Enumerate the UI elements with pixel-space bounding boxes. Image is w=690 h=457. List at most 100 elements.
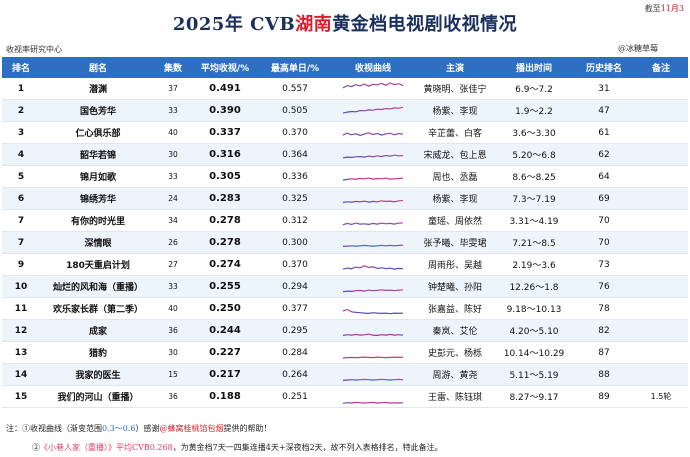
peak-rating-cell: 0.370 bbox=[260, 253, 330, 276]
sparkline-series bbox=[342, 288, 404, 292]
rating-curve bbox=[330, 209, 416, 232]
col-header-name: 剧名 bbox=[40, 57, 156, 78]
average-rating-cell: 0.316 bbox=[190, 143, 260, 166]
history-rank-cell: 69 bbox=[574, 187, 634, 210]
peak-rating-cell: 0.300 bbox=[260, 231, 330, 254]
rating-curve bbox=[330, 121, 416, 144]
rank-cell: 15 bbox=[2, 385, 40, 408]
episodes-cell: 33 bbox=[156, 99, 190, 122]
sparkline-series bbox=[342, 131, 404, 136]
cast-cell: 钟楚曦、孙阳 bbox=[416, 275, 494, 298]
cast-cell: 秦岚、艾伦 bbox=[416, 319, 494, 342]
rating-curve bbox=[330, 297, 416, 320]
rating-curve bbox=[330, 341, 416, 364]
history-rank-cell: 31 bbox=[574, 78, 634, 100]
title-cell: 锦绣芳华 bbox=[40, 187, 156, 210]
rating-curve bbox=[330, 99, 416, 122]
table-row: 7 有你的时光里 34 0.278 0.312 童瑶、周依然 3.31～4.19 70 bbox=[2, 209, 688, 232]
note-cell bbox=[634, 319, 688, 342]
sparkline bbox=[342, 355, 404, 359]
episodes-cell: 30 bbox=[156, 143, 190, 166]
history-rank-cell: 82 bbox=[574, 319, 634, 342]
average-rating-cell: 0.244 bbox=[190, 319, 260, 342]
table-header-row: 排名 剧名 集数 平均收视/% 最高单日/% 收视曲线 主演 播出时间 历史排名… bbox=[2, 57, 688, 78]
footnote-1: 注：①收视曲线（渐变范围0.3～0.6）感谢@蜂窝桂桃馅包烟提供的帮助！ bbox=[6, 424, 272, 433]
rating-curve bbox=[330, 253, 416, 276]
airdates-cell: 2.19～3.6 bbox=[494, 253, 574, 276]
note-cell bbox=[634, 121, 688, 144]
rating-curve bbox=[330, 187, 416, 210]
title-cell: 有你的时光里 bbox=[40, 209, 156, 232]
table-row: 2 国色芳华 33 0.390 0.505 杨紫、李现 1.9～2.2 47 bbox=[2, 99, 688, 122]
table-row: 3 仁心俱乐部 40 0.337 0.370 辛芷蕾、白客 3.6～3.30 61 bbox=[2, 121, 688, 144]
sparkline-series bbox=[342, 221, 404, 225]
sparkline-series bbox=[342, 332, 404, 336]
col-header-airdates: 播出时间 bbox=[494, 57, 574, 78]
title-cell: 深情眼 bbox=[40, 231, 156, 254]
cast-cell: 杨紫、李现 bbox=[416, 99, 494, 122]
sparkline-series bbox=[342, 106, 404, 114]
rating-curve bbox=[330, 143, 416, 166]
title-cell: 锦月如歌 bbox=[40, 165, 156, 188]
episodes-cell: 33 bbox=[156, 275, 190, 298]
title-cell: 猎豹 bbox=[40, 341, 156, 364]
history-rank-cell: 64 bbox=[574, 165, 634, 188]
peak-rating-cell: 0.370 bbox=[260, 121, 330, 144]
average-rating-cell: 0.274 bbox=[190, 253, 260, 276]
peak-rating-cell: 0.364 bbox=[260, 143, 330, 166]
airdates-cell: 3.31～4.19 bbox=[494, 209, 574, 232]
episodes-cell: 34 bbox=[156, 209, 190, 232]
rank-cell: 14 bbox=[2, 363, 40, 386]
rank-cell: 2 bbox=[2, 99, 40, 122]
rank-cell: 7 bbox=[2, 231, 40, 254]
table-row: 14 我家的医生 15 0.217 0.264 周游、黄尧 5.11～5.19 88 bbox=[2, 363, 688, 386]
title-cell: 我们的河山（重播） bbox=[40, 385, 156, 408]
table-row: 15 我们的河山（重播） 36 0.188 0.251 王雷、陈钰琪 8.27～9.17 89… bbox=[2, 385, 688, 408]
average-rating-cell: 0.491 bbox=[190, 78, 260, 100]
cast-cell: 杨紫、李现 bbox=[416, 187, 494, 210]
peak-rating-cell: 0.294 bbox=[260, 275, 330, 298]
title-cell: 潜渊 bbox=[40, 78, 156, 100]
airdates-cell: 6.9～7.2 bbox=[494, 78, 574, 100]
sparkline bbox=[342, 378, 404, 381]
table-row: 12 成家 36 0.244 0.295 秦岚、艾伦 4.20～5.10 82 bbox=[2, 319, 688, 342]
sparkline bbox=[342, 131, 404, 136]
history-rank-cell: 70 bbox=[574, 209, 634, 232]
title-cell: 韶华若锦 bbox=[40, 143, 156, 166]
rating-curve bbox=[330, 319, 416, 342]
sparkline bbox=[342, 81, 404, 88]
note-cell bbox=[634, 341, 688, 364]
episodes-cell: 37 bbox=[156, 78, 190, 100]
average-rating-cell: 0.390 bbox=[190, 99, 260, 122]
rating-curve bbox=[330, 363, 416, 386]
sparkline bbox=[342, 106, 404, 114]
cast-cell: 史彭元、杨栎 bbox=[416, 341, 494, 364]
rank-cell: 10 bbox=[2, 275, 40, 298]
peak-rating-cell: 0.325 bbox=[260, 187, 330, 210]
average-rating-cell: 0.250 bbox=[190, 297, 260, 320]
episodes-cell: 27 bbox=[156, 253, 190, 276]
table-row: 10 灿烂的风和海（重播） 33 0.255 0.294 钟楚曦、孙阳 12.26～1.8 7… bbox=[2, 275, 688, 298]
peak-rating-cell: 0.284 bbox=[260, 341, 330, 364]
table-row: 5 锦月如歌 33 0.305 0.336 周也、丞磊 8.6～8.25 64 bbox=[2, 165, 688, 188]
table-row: 13 猎豹 30 0.227 0.284 史彭元、杨栎 10.14～10.29 87 bbox=[2, 341, 688, 364]
cast-cell: 宋威龙、包上恩 bbox=[416, 143, 494, 166]
note-cell bbox=[634, 99, 688, 122]
cast-cell: 童瑶、周依然 bbox=[416, 209, 494, 232]
sparkline-series bbox=[342, 81, 404, 88]
col-header-peak: 最高单日/% bbox=[260, 57, 330, 78]
airdates-cell: 8.6～8.25 bbox=[494, 165, 574, 188]
table-row: 7 深情眼 26 0.278 0.300 张予曦、毕雯珺 7.21～8.5 70 bbox=[2, 231, 688, 254]
title-cell: 灿烂的风和海（重播） bbox=[40, 275, 156, 298]
rank-cell: 11 bbox=[2, 297, 40, 320]
peak-rating-cell: 0.312 bbox=[260, 209, 330, 232]
sparkline bbox=[342, 176, 404, 181]
peak-rating-cell: 0.251 bbox=[260, 385, 330, 408]
note-cell bbox=[634, 253, 688, 276]
airdates-cell: 1.9～2.2 bbox=[494, 99, 574, 122]
rank-cell: 13 bbox=[2, 341, 40, 364]
history-rank-cell: 47 bbox=[574, 99, 634, 122]
col-header-cast: 主演 bbox=[416, 57, 494, 78]
history-rank-cell: 61 bbox=[574, 121, 634, 144]
